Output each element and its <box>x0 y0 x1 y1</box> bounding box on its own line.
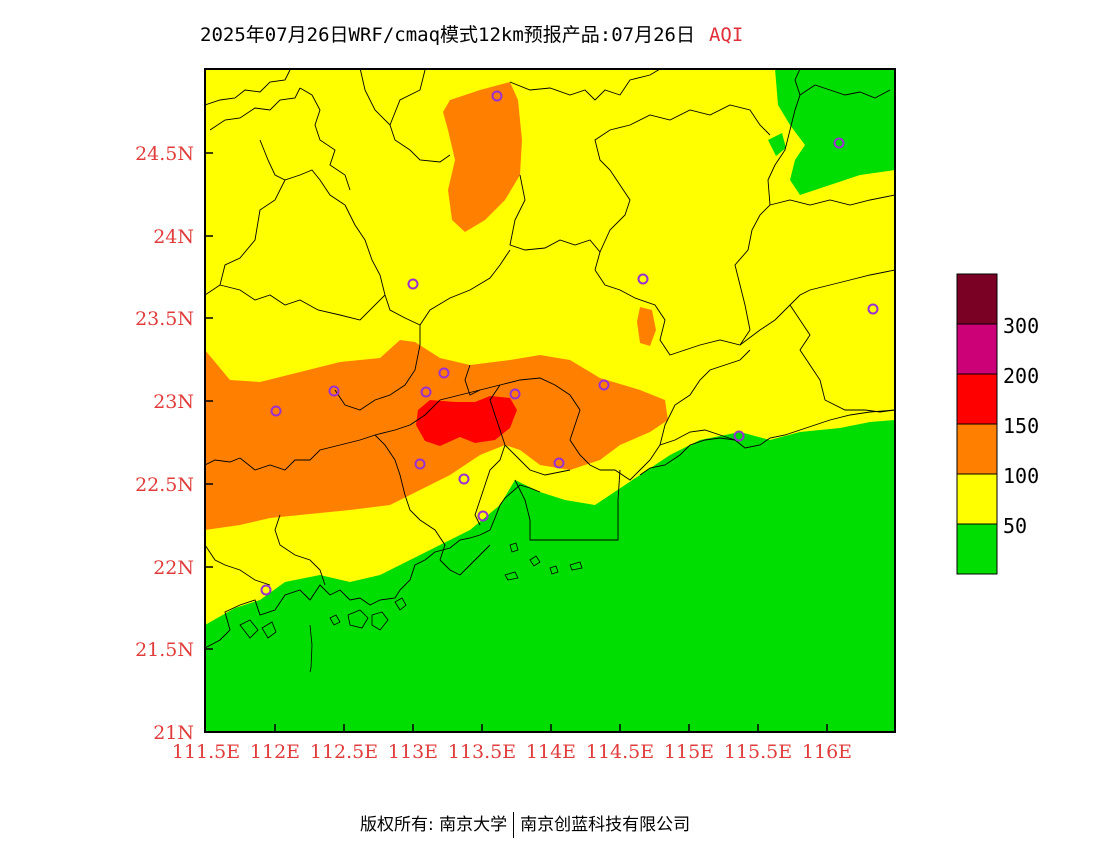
map-title: 2025年07月26日WRF/cmaq模式12km预报产品:07月26日 AQI <box>200 20 743 47</box>
islands <box>239 542 583 673</box>
lon-tick-label: 112.5E <box>310 741 378 763</box>
station-marker[interactable] <box>407 278 419 290</box>
lat-tick-label: 21.5N <box>135 639 194 661</box>
legend-swatch-200-300 <box>956 323 998 375</box>
lat-tick-label: 24N <box>153 226 194 248</box>
lon-tick-label: 113.5E <box>448 741 516 763</box>
station-marker[interactable] <box>477 510 489 522</box>
lon-tick-label: 113E <box>388 741 438 763</box>
legend-label: 50 <box>1003 514 1027 538</box>
station-marker[interactable] <box>270 405 282 417</box>
coastline <box>205 484 541 649</box>
lon-tick-label: 115.5E <box>724 741 792 763</box>
legend: 300 200 150 100 50 <box>956 273 1039 575</box>
footer-right: 南京创蓝科技有限公司 <box>520 815 691 835</box>
station-marker[interactable] <box>733 430 745 442</box>
legend-swatch-100-150 <box>956 423 998 475</box>
station-marker[interactable] <box>458 473 470 485</box>
station-marker[interactable] <box>260 584 272 596</box>
legend-label: 100 <box>1003 464 1039 488</box>
station-marker[interactable] <box>553 457 565 469</box>
good-area-northeast <box>775 69 895 195</box>
lon-tick-label: 114.5E <box>586 741 654 763</box>
station-marker[interactable] <box>414 458 426 470</box>
lon-tick-label: 111.5E <box>172 741 240 763</box>
lat-tick-label: 24.5N <box>135 143 194 165</box>
footer-left: 版权所有: 南京大学 <box>360 815 508 835</box>
station-marker[interactable] <box>328 385 340 397</box>
good-area-south <box>205 420 895 732</box>
lon-tick-label: 112E <box>250 741 300 763</box>
unhealthy-core <box>416 396 517 446</box>
station-marker[interactable] <box>598 379 610 391</box>
legend-label: 200 <box>1003 364 1039 388</box>
lon-tick-label: 116E <box>802 741 852 763</box>
copyright-footer: 版权所有: 南京大学 南京创蓝科技有限公司 <box>360 810 690 838</box>
lon-axis <box>274 724 828 732</box>
station-marker[interactable] <box>420 386 432 398</box>
lat-tick-label: 22N <box>153 557 194 579</box>
station-marker[interactable] <box>867 303 879 315</box>
lat-tick-label: 22.5N <box>135 474 194 496</box>
legend-swatch-150-200 <box>956 373 998 425</box>
lat-tick-label: 23N <box>153 391 194 413</box>
legend-swatch-50-100 <box>956 473 998 525</box>
legend-label: 150 <box>1003 414 1039 438</box>
coast-line-east <box>639 409 895 476</box>
unhealthy-sensitive-spot <box>637 307 656 346</box>
station-markers <box>260 90 879 596</box>
station-marker[interactable] <box>491 90 503 102</box>
legend-swatch-300plus <box>956 273 998 325</box>
lat-axis <box>205 152 213 650</box>
station-marker[interactable] <box>637 273 649 285</box>
legend-label: 300 <box>1003 314 1039 338</box>
station-marker[interactable] <box>833 137 845 149</box>
lat-tick-label: 21N <box>153 722 194 744</box>
lat-tick-label: 23.5N <box>135 308 194 330</box>
footer-divider <box>513 812 515 838</box>
title-main: 2025年07月26日WRF/cmaq模式12km预报产品:07月26日 <box>200 24 695 46</box>
boundaries <box>205 69 895 586</box>
station-marker[interactable] <box>438 367 450 379</box>
station-marker[interactable] <box>509 388 521 400</box>
lon-tick-label: 114E <box>526 741 576 763</box>
aqi-field <box>205 69 895 732</box>
good-area-northeast-islet <box>768 133 786 156</box>
lon-tick-label: 115E <box>664 741 714 763</box>
title-variable: AQI <box>708 24 744 46</box>
unhealthy-sensitive-north <box>443 82 522 232</box>
legend-swatch-0-50 <box>956 523 998 575</box>
